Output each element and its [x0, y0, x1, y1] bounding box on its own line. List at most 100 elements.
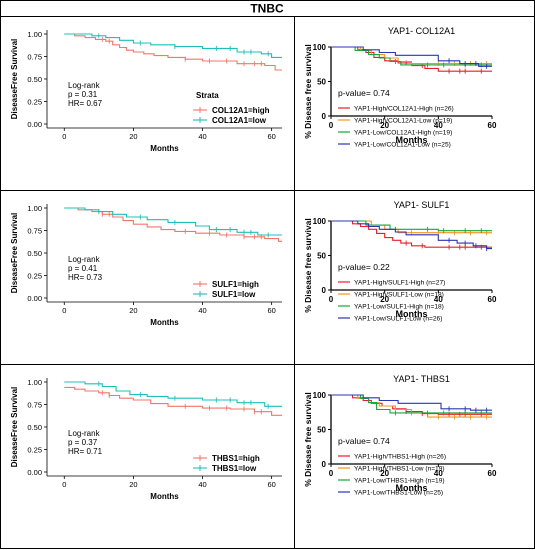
tcga-km-panel: 0.00 0.25 0.50 0.75 1.00 0 20 40 60 Months Disease… [10, 30, 282, 153]
y-axis-label: % Disease free survival [303, 218, 313, 313]
y-tick-label: 0.75 [27, 52, 42, 61]
y-axis-label: % Disease free survival [303, 44, 313, 139]
survival-curve-col12a1-high [64, 33, 282, 71]
x-tick-label: 60 [267, 132, 275, 141]
x-tick-label: 40 [434, 469, 443, 478]
yap1-km-panel: YAP1- THBS1 0 50 100 0 20 40 60 Months % Disease … [303, 374, 497, 497]
x-tick-label: 20 [129, 480, 137, 489]
y-tick-label: 50 [317, 426, 326, 435]
y-tick-label: 0 [322, 112, 327, 121]
legend-label: SULF1=low [212, 290, 256, 299]
x-tick-label: 0 [62, 306, 66, 315]
chart-title: YAP1- SULF1 [394, 200, 450, 210]
legend-label: YAP1-Low/COL12A1-High (n=19) [354, 130, 452, 137]
x-tick-label: 40 [434, 295, 443, 304]
x-axis-label: Months [396, 309, 428, 319]
legend-label: COL12A1=high [212, 106, 270, 115]
stats-text: HR= 0.67 [68, 99, 103, 108]
y-tick-label: 0.50 [27, 75, 42, 84]
legend-label: YAP1-Low/SULF1-High (n=18) [354, 304, 444, 311]
y-tick-label: 0.25 [27, 445, 42, 454]
chart-title: YAP1- COL12A1 [388, 26, 455, 36]
survival-curve-thbs1-low [64, 381, 282, 407]
x-tick-label: 40 [198, 480, 206, 489]
legend-label: YAP1-High/COL12A1-Low (n=19) [354, 118, 452, 125]
x-tick-label: 0 [62, 132, 66, 141]
x-tick-label: 20 [129, 306, 137, 315]
tcga-km-panel: 0.00 0.25 0.50 0.75 1.00 0 20 40 60 Months Disease… [10, 378, 282, 501]
p-value-text: p-value= 0.74 [338, 88, 390, 98]
p-value-text: p-value= 0.22 [338, 262, 390, 272]
y-tick-label: 0.75 [27, 400, 42, 409]
x-axis-label: Months [150, 318, 179, 327]
y-tick-label: 100 [313, 43, 327, 52]
y-tick-label: 100 [313, 217, 327, 226]
x-tick-label: 60 [488, 295, 497, 304]
y-tick-label: 0 [322, 286, 327, 295]
survival-curve-col12a1-low [64, 33, 282, 58]
legend-label: YAP1-Low/SULF1-Low (n=26) [354, 316, 442, 323]
y-tick-label: 100 [313, 391, 327, 400]
y-tick-label: 0.00 [27, 468, 42, 477]
y-tick-label: 0.00 [27, 120, 42, 129]
x-axis-label: Months [396, 483, 428, 493]
y-tick-label: 1.00 [27, 204, 42, 213]
y-tick-label: 0.75 [27, 226, 42, 235]
x-tick-label: 0 [329, 121, 334, 130]
survival-curve-green [331, 220, 492, 232]
legend-label: COL12A1=low [212, 116, 267, 125]
survival-curve-thbs1-high [64, 386, 282, 416]
y-tick-label: 50 [317, 252, 326, 261]
x-tick-label: 40 [198, 306, 206, 315]
x-tick-label: 20 [129, 132, 137, 141]
survival-curve-green [331, 46, 492, 66]
y-tick-label: 0.50 [27, 423, 42, 432]
stats-text: p = 0.41 [68, 264, 98, 273]
legend-label: YAP1-High/THBS1-Low (n=19) [354, 466, 445, 473]
y-axis-label: DiseaseFree Survival [10, 387, 19, 468]
stats-text: p = 0.37 [68, 438, 98, 447]
x-tick-label: 60 [488, 121, 497, 130]
x-axis-label: Months [396, 135, 428, 145]
y-tick-label: 1.00 [27, 378, 42, 387]
x-tick-label: 60 [488, 469, 497, 478]
y-tick-label: 0.00 [27, 294, 42, 303]
x-tick-label: 20 [380, 469, 389, 478]
legend-label: YAP1-High/SULF1-High (n=27) [354, 280, 445, 287]
y-tick-label: 0.25 [27, 271, 42, 280]
stats-text: Log-rank [68, 81, 101, 90]
x-tick-label: 0 [62, 480, 66, 489]
figure-title: TNBC [250, 2, 284, 16]
x-axis-label: Months [150, 144, 179, 153]
x-tick-label: 0 [329, 295, 334, 304]
chart-title: YAP1- THBS1 [393, 374, 450, 384]
y-tick-label: 1.00 [27, 30, 42, 39]
survival-curve-blue [331, 46, 492, 67]
survival-curve-sulf1-high [64, 207, 282, 242]
yap1-km-panel: YAP1- COL12A1 0 50 100 0 20 40 60 Months % Diseas… [303, 26, 497, 149]
stats-text: p = 0.31 [68, 90, 98, 99]
stats-text: HR= 0.73 [68, 273, 103, 282]
survival-curve-green [331, 394, 492, 414]
y-tick-label: 50 [317, 78, 326, 87]
panels: 0.00 0.25 0.50 0.75 1.00 0 20 40 60 Months Disease… [10, 26, 497, 501]
y-axis-label: DiseaseFree Survival [10, 213, 19, 294]
stats-text: Log-rank [68, 255, 101, 264]
y-axis-label: DiseaseFree Survival [10, 39, 19, 120]
legend-label: YAP1-Low/COL12A1-Low (n=25) [354, 142, 451, 149]
legend-label: YAP1-High/COL12A1-High (n=26) [354, 106, 454, 113]
x-tick-label: 20 [380, 295, 389, 304]
y-tick-label: 0 [322, 460, 327, 469]
x-tick-label: 40 [198, 132, 206, 141]
x-tick-label: 60 [267, 306, 275, 315]
x-tick-label: 40 [434, 121, 443, 130]
yap1-km-panel: YAP1- SULF1 0 50 100 0 20 40 60 Months % Disease … [303, 200, 497, 323]
y-tick-label: 0.25 [27, 97, 42, 106]
survival-curve-blue [331, 220, 492, 250]
legend-label: YAP1-High/THBS1-High (n=26) [354, 454, 446, 461]
legend-label: SULF1=high [212, 280, 259, 289]
tcga-km-panel: 0.00 0.25 0.50 0.75 1.00 0 20 40 60 Months Disease… [10, 204, 282, 327]
x-tick-label: 0 [329, 469, 334, 478]
stats-text: HR= 0.71 [68, 447, 103, 456]
